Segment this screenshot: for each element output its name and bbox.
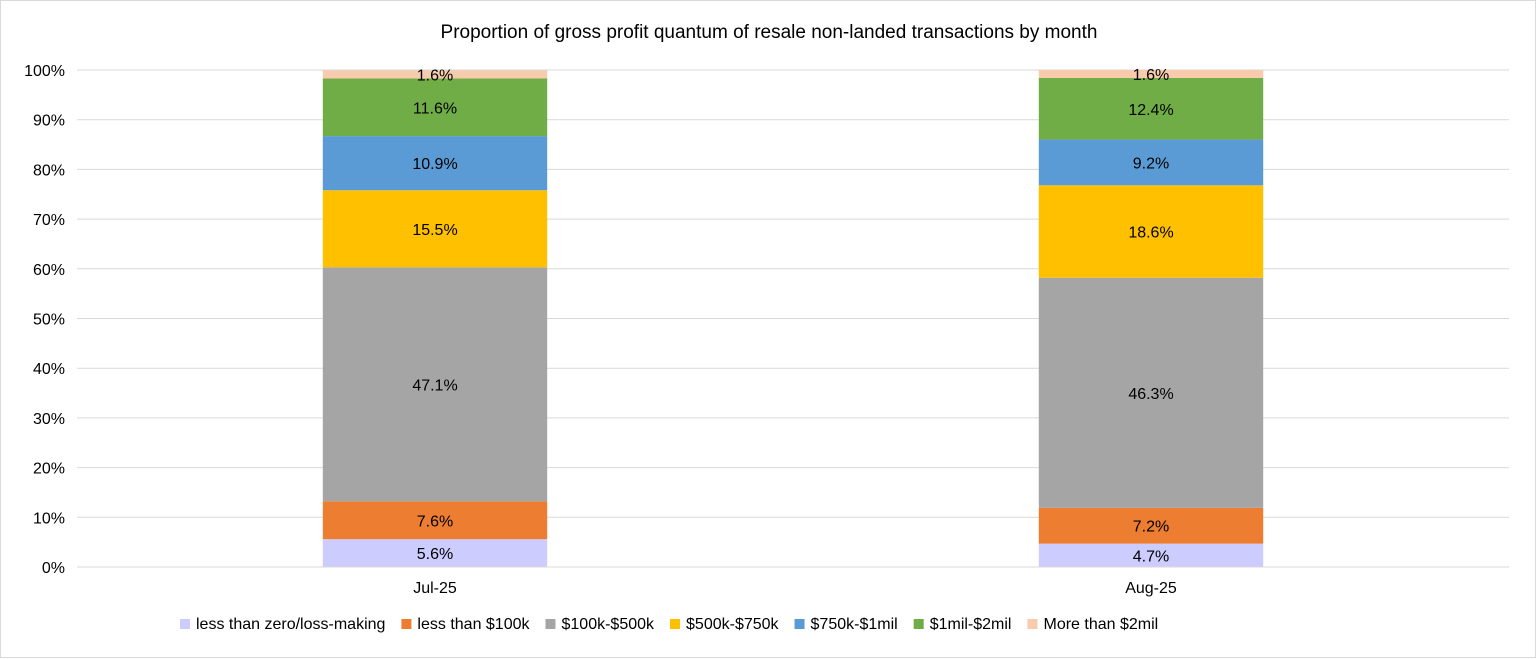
legend-swatch	[1027, 619, 1038, 629]
legend-label: less than zero/loss-making	[196, 616, 385, 633]
legend-item: less than $100k	[401, 616, 531, 633]
data-label: 4.7%	[1133, 548, 1169, 565]
bar-segment	[322, 70, 548, 79]
bar-segment	[322, 78, 548, 137]
legend-label: $750k-$1mil	[811, 616, 898, 633]
data-label: 12.4%	[1128, 102, 1173, 119]
legend-item: More than $2mil	[1027, 616, 1158, 633]
legend-label: $1mil-$2mil	[930, 616, 1012, 633]
bar-segment	[1038, 77, 1264, 140]
y-tick-label: 60%	[33, 262, 65, 279]
bar-segment	[322, 267, 548, 502]
data-label: 9.2%	[1133, 155, 1169, 172]
gridlines	[77, 69, 1509, 518]
bar-segment	[1038, 139, 1264, 186]
y-tick-label: 30%	[33, 411, 65, 428]
data-label: 7.2%	[1133, 519, 1169, 536]
bars	[322, 70, 1264, 567]
legend-swatch	[913, 619, 924, 629]
y-tick-label: 40%	[33, 361, 65, 378]
chart-title: Proportion of gross profit quantum of re…	[441, 22, 1098, 43]
y-tick-label: 0%	[42, 560, 65, 577]
x-tick-label: Jul-25	[413, 580, 457, 597]
legend-item: less than zero/loss-making	[180, 616, 385, 633]
bar-segment	[322, 539, 548, 567]
legend-label: $500k-$750k	[686, 616, 780, 633]
y-tick-label: 90%	[33, 113, 65, 130]
y-tick-label: 50%	[33, 312, 65, 329]
x-axis: Jul-25 Aug-25	[77, 566, 1509, 597]
bar-segment	[322, 501, 548, 540]
data-labels: 5.6% 7.6% 47.1% 15.5% 10.9% 11.6% 1.6% 4.7% 7.2%…	[412, 67, 1173, 565]
legend-item: $750k-$1mil	[794, 616, 898, 633]
legend-swatch	[794, 619, 805, 629]
data-label: 47.1%	[412, 377, 457, 394]
data-label: 5.6%	[417, 546, 453, 563]
y-tick-label: 10%	[33, 510, 65, 527]
legend-swatch	[670, 619, 681, 629]
data-label: 10.9%	[412, 156, 457, 173]
legend: less than zero/loss-making less than $100…	[180, 616, 1158, 633]
x-tick-label: Aug-25	[1125, 580, 1177, 597]
data-label: 46.3%	[1128, 386, 1173, 403]
y-axis: 0% 10% 20% 30% 40% 50% 60% 70% 80% 90% 100%	[24, 63, 65, 577]
legend-item: $1mil-$2mil	[913, 616, 1012, 633]
bar-segment	[1038, 543, 1264, 567]
legend-label: More than $2mil	[1043, 616, 1158, 633]
data-label: 1.6%	[417, 67, 453, 84]
bar-segment	[1038, 70, 1264, 78]
legend-item: $500k-$750k	[670, 616, 780, 633]
y-tick-label: 70%	[33, 212, 65, 229]
legend-label: less than $100k	[417, 616, 530, 633]
legend-swatch	[401, 619, 412, 629]
legend-label: $100k-$500k	[562, 616, 656, 633]
y-tick-label: 20%	[33, 461, 65, 478]
data-label: 11.6%	[413, 100, 457, 117]
bar-segment	[1038, 507, 1264, 544]
bar-segment	[1038, 277, 1264, 508]
data-label: 7.6%	[417, 513, 453, 530]
bar-segment	[1038, 185, 1264, 278]
bar-segment	[322, 190, 548, 268]
legend-swatch	[180, 619, 190, 629]
y-tick-label: 80%	[33, 162, 65, 179]
data-label: 18.6%	[1128, 225, 1173, 242]
data-label: 15.5%	[412, 222, 457, 239]
legend-swatch	[545, 619, 556, 629]
legend-item: $100k-$500k	[545, 616, 656, 633]
bar-segment	[322, 136, 548, 191]
y-tick-label: 100%	[24, 63, 65, 80]
data-label: 1.6%	[1133, 67, 1169, 84]
